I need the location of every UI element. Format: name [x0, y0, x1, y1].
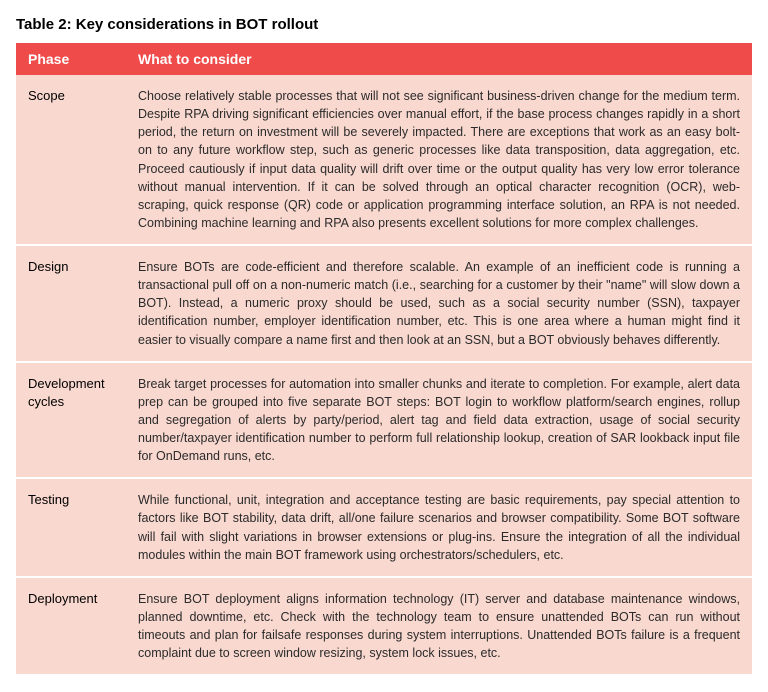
col-header-phase: Phase	[16, 43, 126, 75]
phase-cell: Design	[16, 245, 126, 362]
table-row: Scope Choose relatively stable processes…	[16, 75, 752, 245]
col-header-consider: What to consider	[126, 43, 752, 75]
table-title: Table 2: Key considerations in BOT rollo…	[16, 16, 752, 33]
consider-cell: While functional, unit, integration and …	[126, 478, 752, 577]
table-row: Deployment Ensure BOT deployment aligns …	[16, 577, 752, 676]
considerations-table: Phase What to consider Scope Choose rela…	[16, 43, 752, 676]
phase-cell: Scope	[16, 75, 126, 245]
consider-cell: Ensure BOT deployment aligns information…	[126, 577, 752, 676]
table-row: Development cycles Break target processe…	[16, 362, 752, 479]
consider-cell: Break target processes for automation in…	[126, 362, 752, 479]
table-header-row: Phase What to consider	[16, 43, 752, 75]
table-row: Design Ensure BOTs are code-efficient an…	[16, 245, 752, 362]
table-row: Testing While functional, unit, integrat…	[16, 478, 752, 577]
phase-cell: Development cycles	[16, 362, 126, 479]
phase-cell: Testing	[16, 478, 126, 577]
consider-cell: Ensure BOTs are code-efficient and there…	[126, 245, 752, 362]
consider-cell: Choose relatively stable processes that …	[126, 75, 752, 245]
phase-cell: Deployment	[16, 577, 126, 676]
